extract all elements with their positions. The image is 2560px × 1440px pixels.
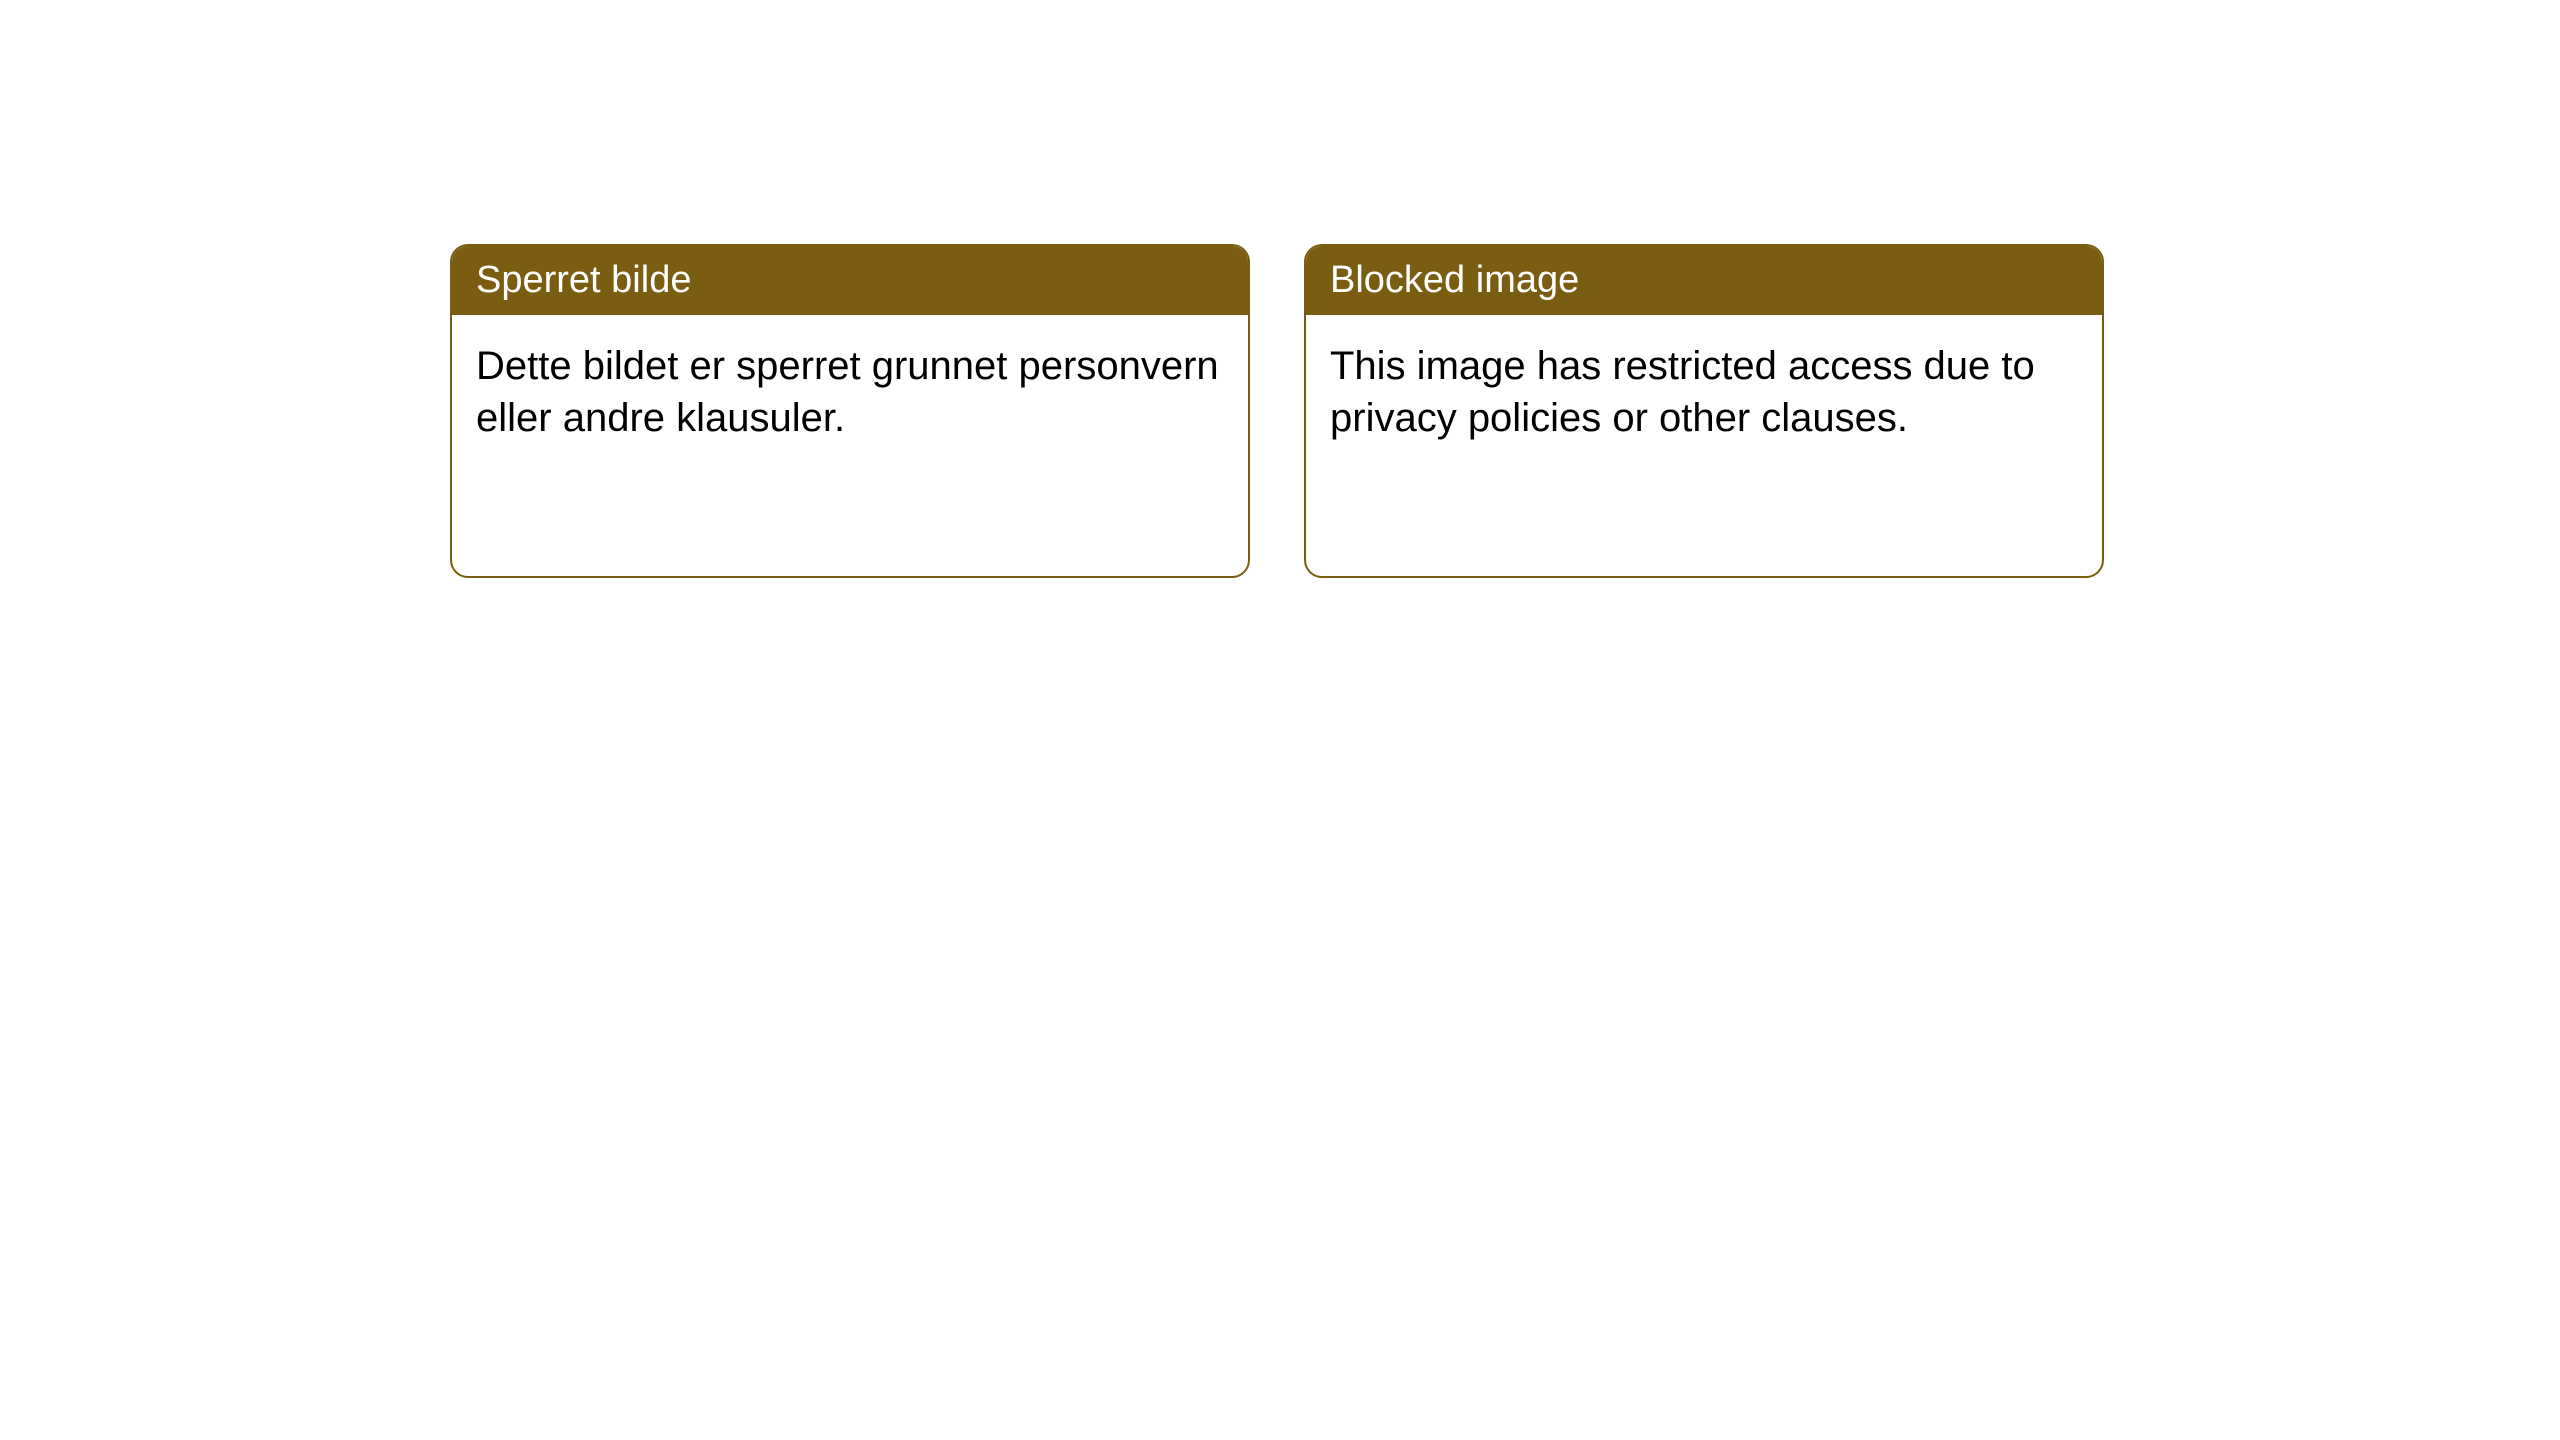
blocked-image-panel-no: Sperret bilde Dette bildet er sperret gr… <box>450 244 1250 578</box>
blocked-image-panel-en: Blocked image This image has restricted … <box>1304 244 2104 578</box>
panel-title-no: Sperret bilde <box>476 259 691 301</box>
panel-header-en: Blocked image <box>1306 246 2102 315</box>
panel-body-en: This image has restricted access due to … <box>1306 315 2102 469</box>
panel-header-no: Sperret bilde <box>452 246 1248 315</box>
panel-message-no: Dette bildet er sperret grunnet personve… <box>476 344 1219 439</box>
panel-title-en: Blocked image <box>1330 259 1579 301</box>
panels-container: Sperret bilde Dette bildet er sperret gr… <box>450 244 2104 578</box>
panel-message-en: This image has restricted access due to … <box>1330 344 2035 439</box>
panel-body-no: Dette bildet er sperret grunnet personve… <box>452 315 1248 469</box>
